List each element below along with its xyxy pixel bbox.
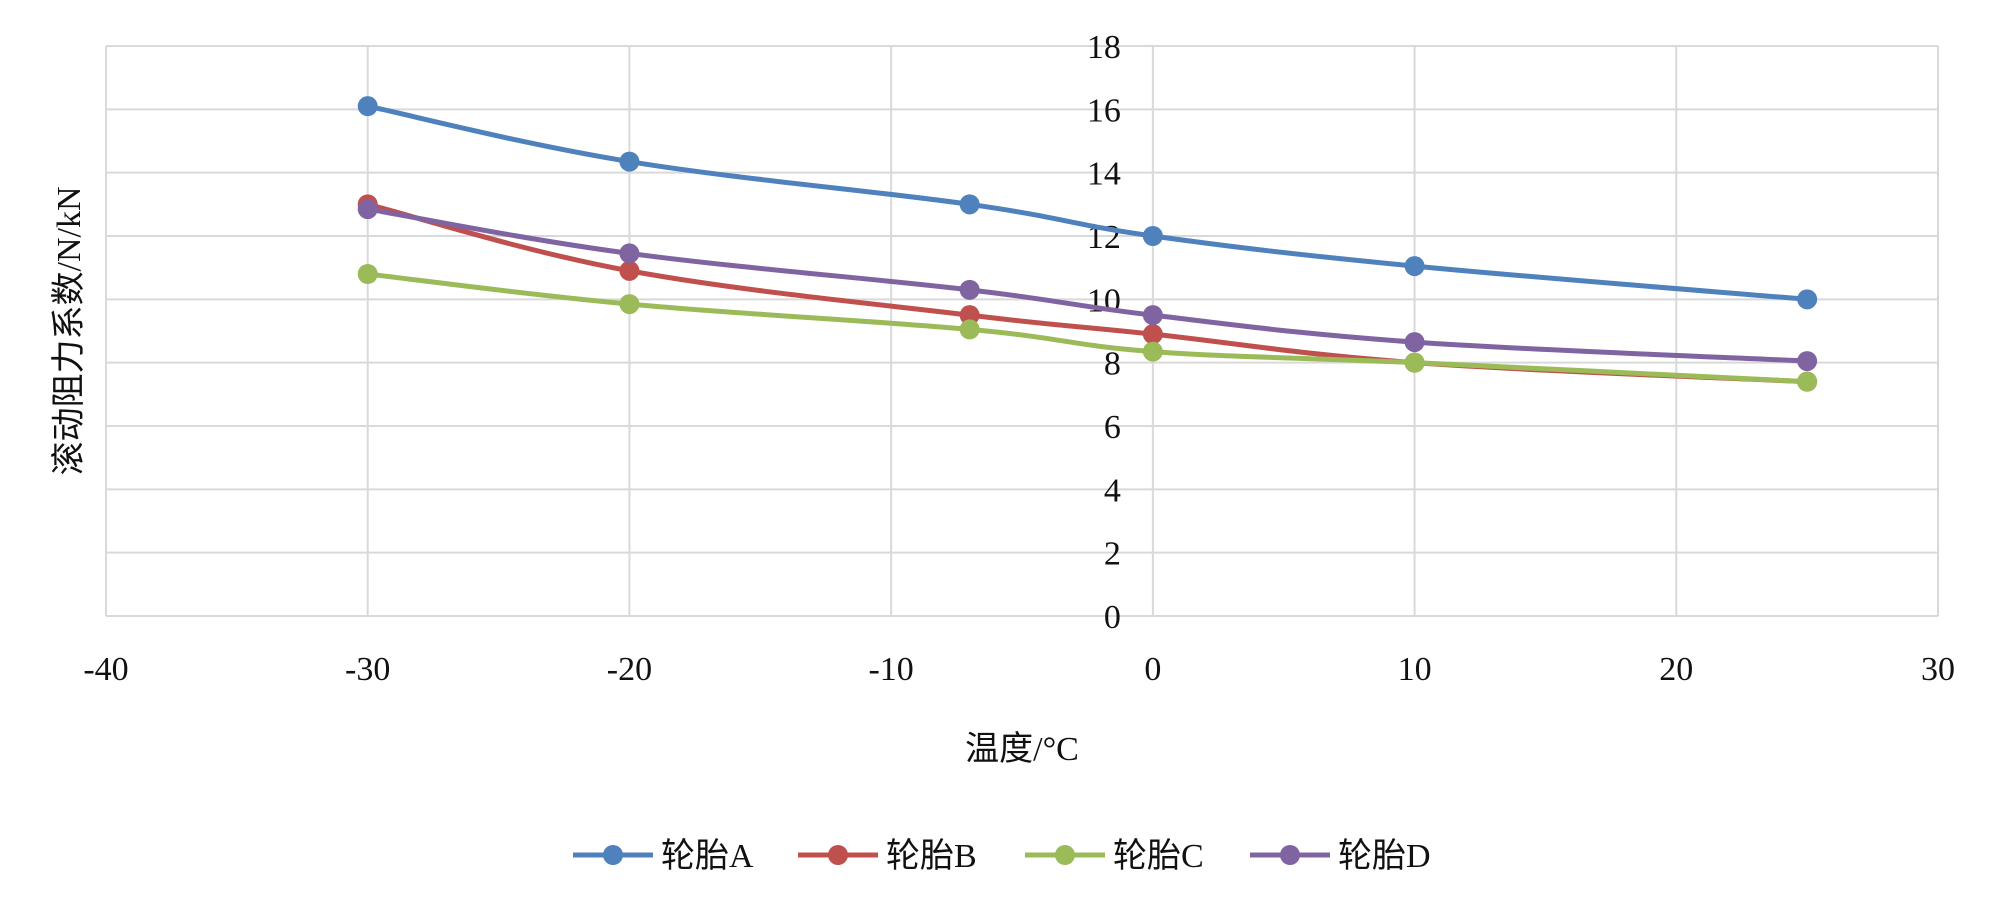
data-point (1404, 256, 1425, 277)
legend-label: 轮胎A (661, 837, 754, 875)
data-point (959, 279, 980, 300)
series-1 (357, 96, 1818, 310)
x-tick-label: -30 (345, 651, 390, 688)
data-point (1142, 305, 1163, 326)
data-point (1404, 352, 1425, 373)
x-tick-label: -20 (607, 651, 652, 688)
x-tick-label: 30 (1921, 651, 1955, 688)
series-4 (357, 199, 1818, 372)
x-axis-title: 温度/°C (965, 730, 1079, 768)
data-point (357, 199, 378, 220)
data-point (959, 319, 980, 340)
data-point (1797, 289, 1818, 310)
grid (105, 45, 1939, 617)
x-tick-label: 10 (1398, 651, 1432, 688)
y-axis-title: 滚动阻力系数/N/kN (50, 187, 88, 476)
data-point (619, 294, 640, 315)
y-tick-label: 10 (1087, 282, 1121, 319)
data-point (619, 151, 640, 172)
y-tick-label: 6 (1104, 409, 1121, 446)
data-point (1142, 324, 1163, 345)
series-line (365, 206, 1810, 364)
series-layer (357, 96, 1818, 392)
x-tick-label: -40 (83, 651, 128, 688)
y-tick-label: 18 (1087, 29, 1121, 66)
legend-item: 轮胎D (1250, 837, 1431, 875)
series-3 (357, 264, 1818, 392)
data-point (1797, 371, 1818, 392)
y-tick-label: 0 (1104, 599, 1121, 636)
y-tick-label: 8 (1104, 346, 1121, 383)
series-line (365, 271, 1810, 385)
x-tick-label: 20 (1659, 651, 1693, 688)
y-tick-label: 16 (1087, 92, 1121, 129)
y-tick-label: 2 (1104, 536, 1121, 573)
legend-label: 轮胎D (1338, 837, 1431, 875)
data-point (357, 264, 378, 284)
x-tick-label: 0 (1144, 651, 1161, 688)
data-point (1404, 332, 1425, 353)
legend-label: 轮胎C (1113, 837, 1204, 875)
data-point (959, 194, 980, 215)
series-line (365, 103, 1810, 302)
legend-label: 轮胎B (886, 837, 977, 875)
legend-marker (828, 845, 848, 865)
legend: 轮胎A 轮胎B 轮胎C 轮胎D (573, 837, 1431, 875)
x-tick-label: -10 (868, 651, 913, 688)
data-point (357, 96, 378, 117)
data-point (959, 305, 980, 326)
data-point (619, 260, 640, 281)
data-point (619, 243, 640, 264)
legend-marker (603, 845, 623, 865)
legend-item: 轮胎C (1025, 837, 1204, 875)
legend-marker (1280, 845, 1300, 865)
y-tick-label: 14 (1087, 156, 1121, 193)
y-tick-label: 4 (1104, 472, 1121, 509)
legend-item: 轮胎A (573, 837, 754, 875)
legend-marker (1055, 845, 1075, 865)
legend-item: 轮胎B (798, 837, 977, 875)
data-point (1797, 351, 1818, 372)
x-axis-tick-labels: -40 -30 -20 -10 0 10 20 30 (83, 651, 1955, 688)
data-point (1142, 226, 1163, 246)
data-point (1142, 341, 1163, 362)
